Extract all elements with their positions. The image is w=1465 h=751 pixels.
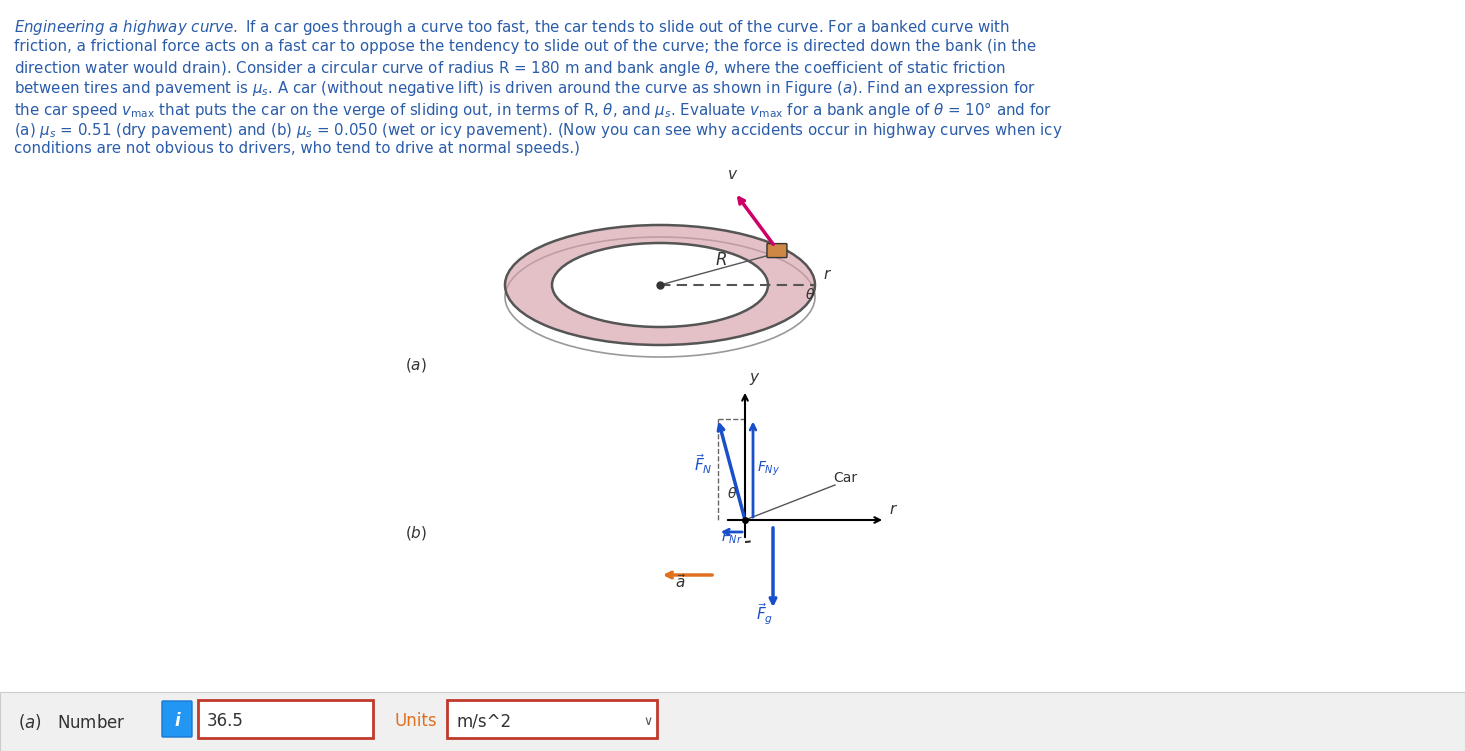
Ellipse shape bbox=[552, 243, 768, 327]
FancyBboxPatch shape bbox=[768, 243, 787, 258]
Text: $(a)$: $(a)$ bbox=[404, 357, 426, 375]
Text: $\vec{F}_g$: $\vec{F}_g$ bbox=[756, 601, 774, 626]
Text: $F_{Nr}$: $F_{Nr}$ bbox=[721, 530, 743, 547]
Text: $v$: $v$ bbox=[727, 167, 738, 182]
Text: $\theta$: $\theta$ bbox=[727, 486, 737, 501]
Text: $r$: $r$ bbox=[889, 502, 898, 517]
FancyBboxPatch shape bbox=[163, 701, 192, 737]
Bar bbox=[447, 700, 656, 738]
Text: (a) $\mu_s$ = 0.51 (dry pavement) and (b) $\mu_s$ = 0.050 (wet or icy pavement).: (a) $\mu_s$ = 0.51 (dry pavement) and (b… bbox=[15, 120, 1062, 140]
Text: between tires and pavement is $\mu_s$. A car (without negative lift) is driven a: between tires and pavement is $\mu_s$. A… bbox=[15, 80, 1036, 98]
Text: $r$: $r$ bbox=[823, 267, 832, 282]
Text: $y$: $y$ bbox=[749, 371, 760, 387]
Text: Units: Units bbox=[396, 713, 438, 731]
Text: the car speed $v_{\mathrm{max}}$ that puts the car on the verge of sliding out, : the car speed $v_{\mathrm{max}}$ that pu… bbox=[15, 100, 1052, 120]
Text: $(b)$: $(b)$ bbox=[404, 524, 428, 542]
Bar bbox=[198, 700, 374, 738]
Text: $F_{Ny}$: $F_{Ny}$ bbox=[757, 460, 781, 478]
Text: $\vec{a}$: $\vec{a}$ bbox=[675, 573, 686, 591]
Text: $R$: $R$ bbox=[715, 251, 727, 269]
Text: friction, a frictional force acts on a fast car to oppose the tendency to slide : friction, a frictional force acts on a f… bbox=[15, 38, 1036, 53]
Bar bbox=[0, 692, 1465, 751]
Text: $\mathit{Engineering\ a\ highway\ curve.}$ If a car goes through a curve too fas: $\mathit{Engineering\ a\ highway\ curve.… bbox=[15, 18, 1011, 37]
Polygon shape bbox=[505, 225, 815, 345]
Text: 36.5: 36.5 bbox=[207, 713, 243, 731]
Text: $(a)$   Number: $(a)$ Number bbox=[18, 711, 126, 731]
Text: $\theta$: $\theta$ bbox=[804, 287, 815, 302]
Text: conditions are not obvious to drivers, who tend to drive at normal speeds.): conditions are not obvious to drivers, w… bbox=[15, 141, 580, 156]
Text: ∨: ∨ bbox=[643, 715, 652, 728]
Text: Car: Car bbox=[834, 471, 857, 485]
Text: m/s^2: m/s^2 bbox=[456, 713, 511, 731]
Text: i: i bbox=[174, 713, 180, 731]
Text: direction water would drain). Consider a circular curve of radius R = 180 m and : direction water would drain). Consider a… bbox=[15, 59, 1005, 78]
Text: $\vec{F}_N$: $\vec{F}_N$ bbox=[694, 452, 713, 476]
